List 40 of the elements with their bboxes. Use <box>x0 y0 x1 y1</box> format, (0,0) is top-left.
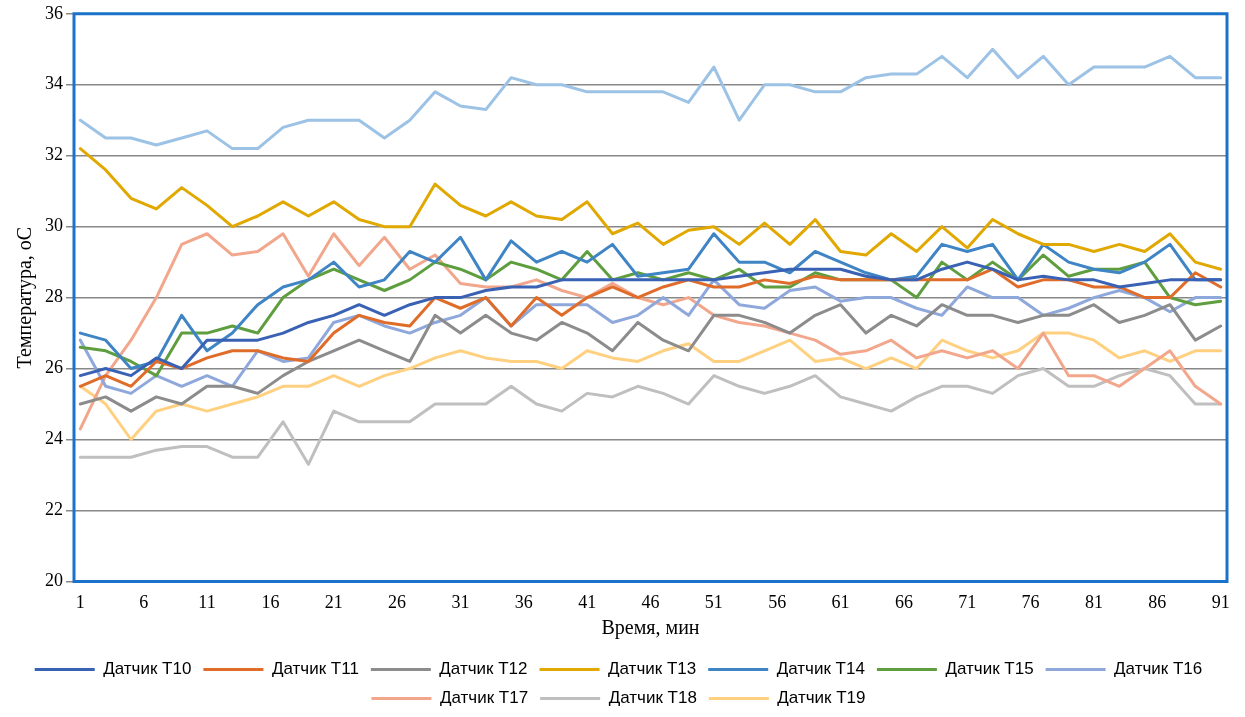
legend-label: Датчик T15 <box>945 659 1034 679</box>
x-tick-label: 36 <box>514 591 533 612</box>
x-tick-label: 46 <box>641 591 660 612</box>
x-tick-label: 91 <box>1211 591 1230 612</box>
legend-label: Датчик T18 <box>608 688 697 708</box>
y-tick-label: 20 <box>45 570 63 591</box>
x-tick-label: 66 <box>894 591 913 612</box>
legend-label: Датчик T13 <box>608 659 697 679</box>
x-tick-label: 81 <box>1084 591 1103 612</box>
legend-label: Датчик T14 <box>776 659 865 679</box>
legend-label: Датчик T17 <box>439 688 529 708</box>
legend-label: Датчик T11 <box>271 659 359 679</box>
legend-label: Датчик T19 <box>777 688 866 708</box>
y-tick-label: 36 <box>45 2 63 23</box>
y-axis-title: Температура, оС <box>13 226 37 369</box>
y-tick-label: 26 <box>45 357 63 378</box>
x-tick-label: 56 <box>768 591 787 612</box>
legend-label: Датчик T12 <box>439 659 528 679</box>
x-tick-label: 26 <box>388 591 407 612</box>
x-tick-label: 1 <box>75 591 85 612</box>
y-tick-label: 30 <box>45 215 63 236</box>
x-tick-label: 16 <box>261 591 280 612</box>
x-tick-label: 76 <box>1021 591 1040 612</box>
legend-label: Датчик T10 <box>103 659 192 679</box>
x-tick-label: 71 <box>958 591 977 612</box>
y-tick-label: 32 <box>45 144 63 165</box>
y-tick-label: 28 <box>45 286 63 307</box>
x-tick-label: 86 <box>1148 591 1167 612</box>
x-tick-label: 61 <box>831 591 850 612</box>
y-tick-label: 24 <box>45 428 63 449</box>
x-tick-label: 41 <box>578 591 597 612</box>
x-tick-label: 31 <box>451 591 470 612</box>
y-tick-label: 22 <box>45 499 63 520</box>
legend-label: Датчик T16 <box>1114 659 1203 679</box>
x-tick-label: 21 <box>324 591 343 612</box>
x-tick-label: 51 <box>704 591 723 612</box>
x-tick-label: 6 <box>139 591 149 612</box>
y-tick-label: 34 <box>45 73 63 94</box>
x-tick-label: 11 <box>198 591 216 612</box>
x-axis-title: Время, мин <box>601 616 700 640</box>
